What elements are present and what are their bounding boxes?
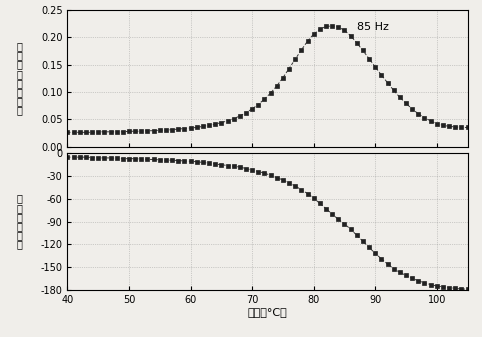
Text: 85 Hz: 85 Hz (357, 22, 388, 32)
Text: 振
幅
（
任
意
单
位
）: 振 幅 （ 任 意 单 位 ） (16, 41, 22, 116)
Text: 位
（
相
度
差
）: 位 （ 相 度 差 ） (16, 193, 22, 250)
X-axis label: 温度（°C）: 温度（°C） (248, 307, 287, 317)
